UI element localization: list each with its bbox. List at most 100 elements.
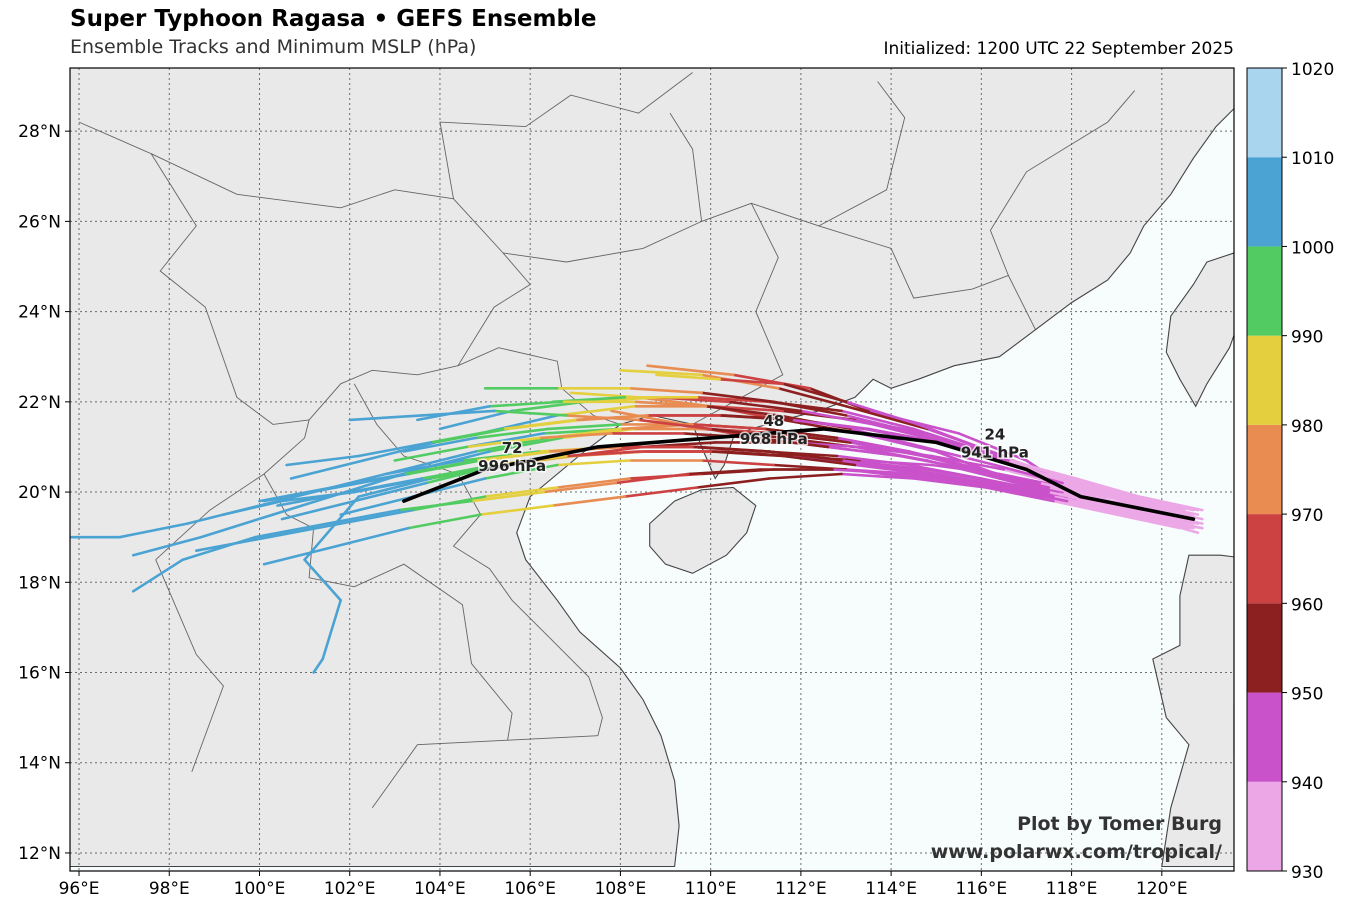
member-track-segment <box>420 463 496 480</box>
member-track-segment <box>858 445 934 458</box>
member-track-segment <box>357 477 433 498</box>
lat-tick-label: 26°N <box>18 212 61 232</box>
member-track-segment <box>718 414 794 422</box>
colorbar-frame <box>1246 67 1283 872</box>
colorbar-tick-label: 950 <box>1291 685 1323 705</box>
lon-tick-label: 120°E <box>1136 879 1188 899</box>
member-track-segment <box>407 513 482 530</box>
colorbar-tick-label: 960 <box>1291 595 1323 615</box>
member-track-segment <box>754 436 830 449</box>
member-track-segment <box>131 558 185 593</box>
member-track-segment <box>551 495 627 507</box>
member-track-segment <box>303 558 343 602</box>
member-track-segment <box>731 373 812 390</box>
member-track-segment <box>181 535 257 562</box>
border-line <box>263 473 513 741</box>
ensemble-mean-track <box>402 427 1196 521</box>
member-track-segment <box>280 499 356 521</box>
member-track-segment <box>763 427 839 440</box>
border-line <box>78 121 310 425</box>
member-track-segment <box>330 472 406 489</box>
border-line <box>439 72 693 199</box>
border-line <box>151 153 752 263</box>
longitude-ticks: 96°E 98°E 100°E 102°E 104°E 106°E 108°E 110°E 11… <box>59 871 1188 899</box>
colorbar-tick-label: 1000 <box>1291 238 1334 258</box>
member-track-segment <box>776 386 848 408</box>
member-track-segment <box>262 544 338 566</box>
member-track-segment <box>564 450 640 458</box>
lon-tick-label: 110°E <box>685 879 737 899</box>
border-line <box>989 90 1136 276</box>
member-track-segment <box>957 432 1028 462</box>
member-track-segment <box>844 400 920 426</box>
member-track-segment <box>546 423 622 431</box>
member-track-segment <box>429 427 505 444</box>
member-track-segment <box>912 427 983 453</box>
lon-tick-label: 114°E <box>865 879 917 899</box>
colorbar-bin <box>1247 424 1282 515</box>
member-track-segment <box>1138 495 1204 512</box>
member-track-segment <box>799 409 875 426</box>
member-track-segment <box>763 450 839 458</box>
colorbar-bin <box>1247 603 1282 693</box>
member-track-segment <box>691 423 767 431</box>
member-track-segment <box>790 418 866 431</box>
member-track-segment <box>1047 490 1114 507</box>
member-track-segment <box>253 522 329 539</box>
land-hainan <box>649 486 757 574</box>
member-track-segment <box>393 445 469 462</box>
member-track-segment <box>339 495 415 516</box>
member-track-segment <box>655 373 722 381</box>
member-track-segment <box>772 400 848 417</box>
member-track-segment <box>465 436 541 449</box>
member-track-segment <box>912 468 988 485</box>
member-track-segment <box>397 499 473 512</box>
member-track-segment <box>416 450 491 471</box>
member-track-segment <box>325 508 401 525</box>
member-track-segment <box>131 535 203 557</box>
member-track-segment <box>474 450 550 462</box>
lon-tick-label: 100°E <box>234 879 286 899</box>
latitude-ticks: 12°N 14°N 16°N 18°N 20°N 22°N 24°N 26°N 28°N <box>18 122 70 864</box>
lon-tick-label: 104°E <box>414 879 466 899</box>
mslp-label: 996 hPa <box>478 457 546 475</box>
member-track-segment <box>470 490 546 503</box>
member-track-segment <box>628 386 703 395</box>
border-line <box>155 559 224 772</box>
member-track-segment <box>691 445 767 453</box>
member-track-segment <box>1124 499 1191 516</box>
plot-title: Super Typhoon Ragasa • GEFS Ensemble <box>70 6 597 32</box>
member-track-segment <box>1110 504 1177 521</box>
border-line <box>457 252 531 366</box>
member-track-segment <box>844 404 929 431</box>
credit-author: Plot by Tomer Burg <box>1017 813 1222 835</box>
member-track-segment <box>321 598 343 661</box>
colorbar-tick-label: 990 <box>1291 328 1323 348</box>
member-track-segment <box>312 657 325 674</box>
member-track-segment <box>474 436 550 453</box>
member-track-segment <box>1074 477 1141 498</box>
member-track-segment <box>555 459 631 467</box>
member-track-segment <box>542 481 618 494</box>
lon-tick-label: 98°E <box>149 879 190 899</box>
colorbar-tick-label: 1020 <box>1291 60 1334 80</box>
member-track-segment <box>826 445 902 458</box>
member-track-segment <box>267 522 343 539</box>
member-track-segment <box>555 477 631 489</box>
member-track-segment <box>1065 499 1132 516</box>
colorbar-bin <box>1247 246 1282 336</box>
member-track-segment <box>1052 495 1118 512</box>
member-track-segment <box>835 454 911 467</box>
colorbar-tick-label: 970 <box>1291 506 1323 526</box>
member-track-segment <box>984 481 1055 498</box>
member-track-segment <box>348 477 424 494</box>
member-track-segment <box>646 364 735 377</box>
member-track-segment <box>835 436 911 453</box>
member-track-segment <box>416 404 491 422</box>
lat-tick-label: 14°N <box>18 754 61 774</box>
colorbar-bin <box>1247 157 1282 247</box>
member-track-segment <box>483 486 559 498</box>
lon-tick-label: 112°E <box>775 879 827 899</box>
member-track-segment <box>492 409 568 417</box>
